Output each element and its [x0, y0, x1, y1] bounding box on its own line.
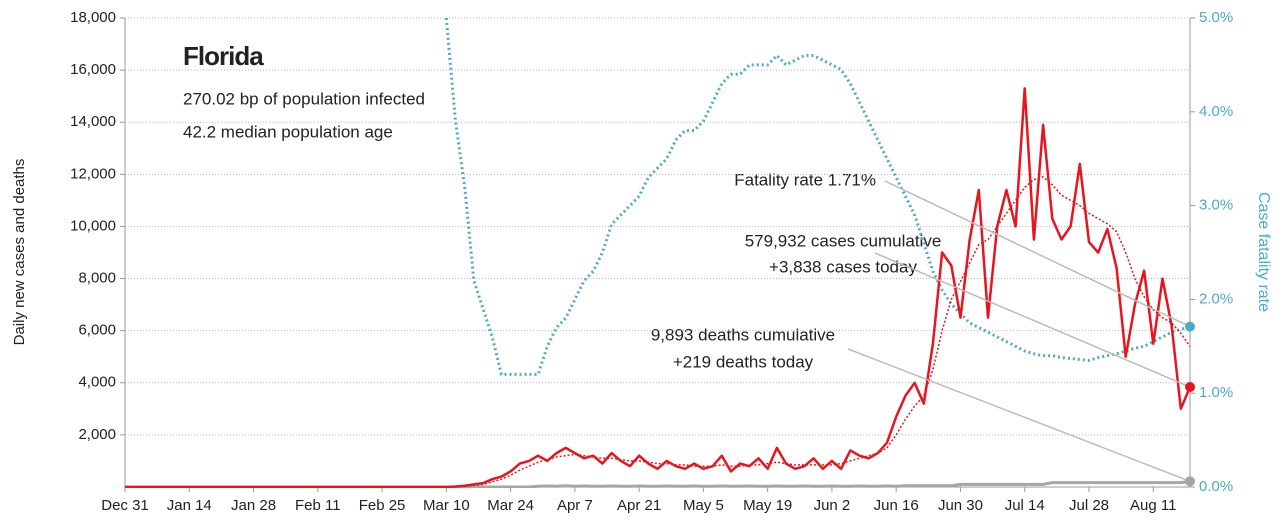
y-axis-label: Daily new cases and deaths: [11, 159, 28, 346]
y2-tick-label: 5.0%: [1199, 9, 1233, 26]
x-tick-label: Aug 11: [1130, 497, 1176, 514]
y-tick-label: 10,000: [70, 217, 116, 234]
subtitle: 42.2 median population age: [183, 122, 393, 141]
x-tick-label: Jun 30: [938, 497, 983, 514]
leader-line: [847, 348, 1191, 482]
line: [125, 87, 1190, 488]
y-tick-label: 16,000: [70, 61, 116, 78]
annotation: 9,893 deaths cumulative: [651, 325, 835, 344]
dotted-line: [444, 18, 1190, 376]
end-marker: [1185, 476, 1195, 487]
end-marker: [1185, 321, 1195, 332]
y-tick-label: 2,000: [78, 426, 116, 443]
chart-title: Florida: [183, 41, 264, 71]
annotation: +219 deaths today: [673, 352, 814, 371]
x-tick-label: Apr 21: [617, 497, 661, 514]
x-tick-label: Mar 24: [487, 497, 534, 514]
x-tick-label: May 19: [743, 497, 792, 514]
x-tick-label: Mar 10: [423, 497, 470, 514]
y2-tick-label: 0.0%: [1199, 478, 1233, 495]
y-tick-label: 14,000: [70, 113, 116, 130]
end-marker: [1185, 381, 1195, 392]
y-tick-label: 8,000: [78, 270, 116, 287]
x-tick-label: Jan 28: [231, 497, 276, 514]
y2-tick-label: 3.0%: [1199, 197, 1233, 214]
subtitle: 270.02 bp of population infected: [183, 89, 425, 108]
leader-line: [884, 180, 1191, 328]
x-tick-label: Apr 7: [557, 497, 593, 514]
plot-area: [125, 18, 1190, 488]
x-tick-label: Jun 16: [874, 497, 919, 514]
x-tick-label: Feb 25: [359, 497, 406, 514]
annotation: Fatality rate 1.71%: [734, 170, 876, 189]
annotation: 579,932 cases cumulative: [745, 231, 942, 250]
x-tick-label: Dec 31: [101, 497, 149, 514]
y2-tick-label: 2.0%: [1199, 290, 1233, 307]
y-tick-label: 4,000: [78, 374, 116, 391]
x-tick-label: Jul 14: [1005, 497, 1045, 514]
y-tick-label: 12,000: [70, 165, 116, 182]
leader-line: [874, 252, 1191, 388]
x-tick-label: May 5: [683, 497, 724, 514]
x-tick-label: Jan 14: [167, 497, 212, 514]
annotation: +3,838 cases today: [769, 257, 917, 276]
y-tick-label: 6,000: [78, 322, 116, 339]
y-tick-label: 18,000: [70, 9, 116, 26]
x-tick-label: Jul 28: [1069, 497, 1109, 514]
y2-axis-label: Case fatality rate: [1255, 192, 1272, 312]
x-tick-label: Jun 2: [814, 497, 851, 514]
x-tick-label: Feb 11: [295, 497, 341, 514]
y2-tick-label: 4.0%: [1199, 103, 1233, 120]
y2-tick-label: 1.0%: [1199, 384, 1233, 401]
